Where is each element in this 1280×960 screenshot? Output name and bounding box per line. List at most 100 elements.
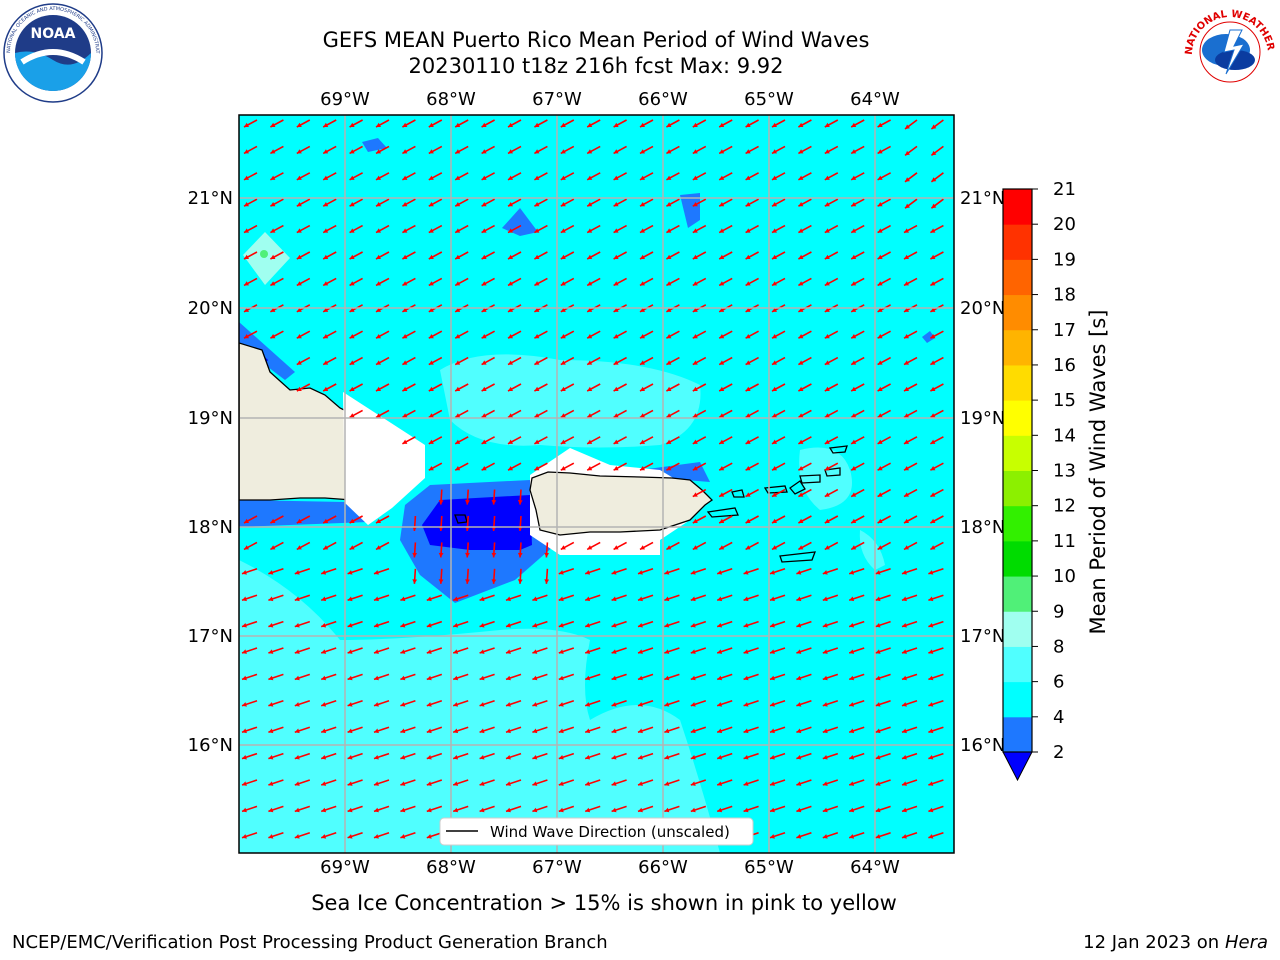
wind-arrow	[666, 356, 680, 366]
colorbar-swatch	[1003, 435, 1032, 471]
wind-arrow	[664, 726, 680, 734]
wind-arrow	[692, 515, 707, 524]
wind-arrow	[848, 752, 865, 760]
wind-arrow	[718, 198, 733, 207]
wind-arrow	[586, 330, 601, 339]
wind-arrow	[743, 779, 759, 786]
colorbar-swatch	[1003, 294, 1032, 331]
wind-arrow	[822, 832, 839, 839]
wind-arrow	[586, 145, 601, 155]
wind-arrow	[639, 541, 654, 551]
wind-arrow	[375, 541, 390, 551]
wind-arrow	[824, 409, 839, 419]
wind-arrow	[718, 330, 733, 339]
wind-arrow	[294, 752, 311, 760]
wind-arrow	[400, 832, 416, 839]
wind-arrow	[505, 647, 522, 654]
wind-arrow	[666, 145, 680, 155]
wind-arrow	[375, 251, 390, 260]
wind-arrow	[637, 594, 654, 602]
wind-arrow	[375, 356, 390, 366]
wind-arrow	[452, 805, 469, 813]
wind-arrow	[294, 779, 311, 786]
wind-arrow	[400, 647, 416, 654]
wind-arrow	[560, 436, 575, 445]
wind-arrow	[400, 805, 416, 813]
wind-arrow	[347, 647, 363, 654]
wind-arrow	[901, 620, 918, 628]
bottom-lon-label: 66°W	[638, 857, 688, 878]
wind-arrow	[718, 277, 733, 287]
wind-arrow	[850, 409, 865, 419]
wind-arrow	[848, 779, 865, 786]
wind-arrow	[611, 752, 627, 760]
wind-arrow	[930, 383, 944, 392]
wind-arrow	[798, 462, 812, 471]
wind-arrow	[400, 726, 416, 734]
wind-arrow	[904, 198, 918, 209]
wind-arrow	[611, 620, 627, 628]
wind-arrow	[296, 383, 311, 392]
wind-arrow	[904, 172, 918, 183]
wind-arrow	[637, 673, 654, 681]
wind-arrow	[412, 542, 418, 558]
colorbar-tick-label: 10	[1053, 566, 1076, 587]
wind-arrow	[532, 779, 548, 786]
wind-arrow	[586, 277, 601, 287]
wind-arrow	[824, 330, 839, 339]
wind-arrow	[877, 145, 891, 155]
wind-arrow	[481, 356, 495, 366]
wind-arrow	[664, 779, 680, 786]
colorbar-swatch	[1003, 224, 1032, 260]
wind-arrow	[666, 119, 680, 128]
wind-arrow	[875, 700, 891, 707]
wind-arrow	[769, 568, 786, 575]
wind-arrow	[769, 594, 786, 602]
wind-arrow	[848, 673, 865, 681]
wind-arrow	[771, 330, 786, 339]
wind-arrow	[692, 409, 707, 419]
wind-arrow	[692, 145, 707, 155]
wind-arrow	[690, 568, 707, 575]
wind-arrow	[769, 700, 786, 707]
wind-arrow	[491, 568, 497, 584]
wind-arrow	[507, 277, 522, 287]
puerto-rico-land	[529, 471, 714, 536]
wind-arrow	[481, 224, 495, 234]
wind-arrow	[373, 673, 390, 681]
wind-arrow	[666, 383, 680, 392]
wind-arrow	[850, 436, 865, 445]
wind-arrow	[637, 726, 654, 734]
wind-arrow	[491, 542, 497, 558]
wind-arrow	[375, 515, 390, 524]
wind-arrow	[507, 145, 522, 155]
wind-arrow	[716, 594, 733, 602]
wind-arrow	[613, 251, 627, 260]
wind-arrow	[798, 488, 812, 498]
wind-arrow	[349, 251, 363, 260]
wind-arrow	[796, 779, 812, 786]
wind-arrow	[558, 594, 575, 602]
left-lat-label: 18°N	[188, 517, 233, 538]
wind-arrow	[692, 488, 707, 498]
wind-arrow	[428, 383, 443, 392]
wind-arrow	[692, 356, 707, 366]
wind-arrow	[824, 198, 839, 207]
wind-arrow	[848, 620, 865, 628]
bottom-lon-label: 67°W	[532, 857, 582, 878]
wind-arrow	[848, 594, 865, 602]
wind-arrow	[320, 726, 337, 734]
wind-arrow	[544, 568, 550, 584]
wind-arrow	[454, 436, 469, 445]
wind-arrow	[639, 409, 654, 419]
colorbar-tick-label: 16	[1053, 355, 1076, 376]
wind-arrow	[903, 251, 918, 260]
wind-arrow	[586, 383, 601, 392]
top-lon-label: 64°W	[850, 89, 900, 110]
wind-arrow	[613, 356, 627, 366]
wind-arrow	[584, 673, 601, 681]
wind-arrow	[903, 409, 918, 419]
colorbar-tick-label: 6	[1053, 672, 1064, 693]
wind-arrow	[850, 119, 865, 128]
wind-arrow	[491, 489, 497, 505]
